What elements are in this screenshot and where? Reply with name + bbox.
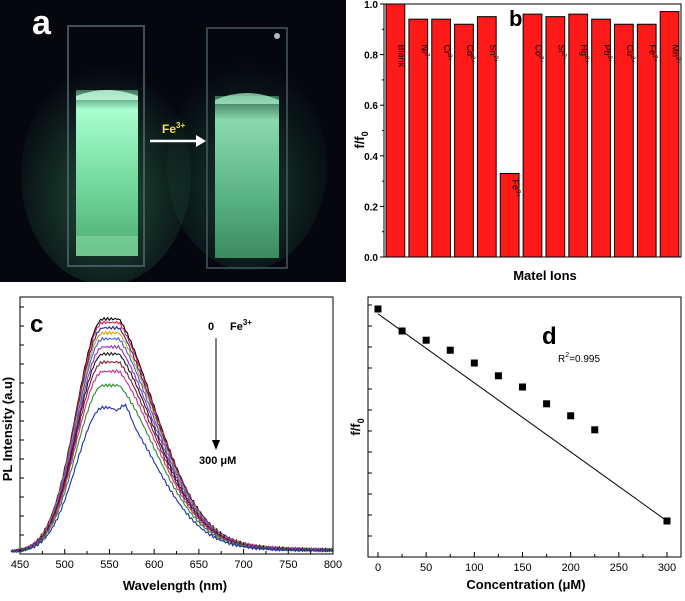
x-tick-label-4: 200 bbox=[561, 562, 579, 574]
y-tick-label-3: 0.6 bbox=[364, 101, 378, 112]
x-tick-label-1: 50 bbox=[420, 562, 432, 574]
spectrum-line-8 bbox=[10, 368, 334, 553]
x-axis-label: Matel Ions bbox=[513, 268, 577, 283]
bar-label-4: Sn2+ bbox=[488, 44, 498, 62]
panel-letter-b: b bbox=[509, 6, 522, 31]
panel-d-scatter: 0 50 100 150 200 250 300 d R2=0.995 Concentrat… bbox=[346, 292, 685, 596]
bar-label-11: Fe2+ bbox=[648, 44, 658, 62]
panel-letter-c: c bbox=[30, 311, 43, 338]
data-point-9 bbox=[591, 426, 599, 434]
y-axis-label: PL Intensity (a.u) bbox=[0, 377, 15, 482]
data-point-10 bbox=[663, 517, 671, 525]
bar-label-7: Sr2+ bbox=[556, 44, 566, 60]
bar-label-0: Blank bbox=[396, 44, 406, 67]
y-tick-label-4: 0.8 bbox=[364, 51, 378, 62]
x-tick-label-4: 650 bbox=[190, 559, 208, 571]
panel-a-photo: Fe3+ a bbox=[0, 0, 346, 285]
data-point-1 bbox=[398, 327, 406, 335]
y-tick-label-1: 0.2 bbox=[364, 202, 378, 213]
y-tick-label-0: 0.0 bbox=[364, 253, 378, 264]
addition-arrow bbox=[150, 135, 206, 147]
concentration-arrow bbox=[212, 338, 220, 450]
bar-label-2: Cr3+ bbox=[442, 44, 452, 61]
plot-area bbox=[374, 305, 671, 525]
chart-b-svg: Blank Ni2+ Cr3+ Cd2+ Sn2+ Fe3+ Co2+ Sr2+ Hg2+ Pb2… bbox=[352, 0, 682, 283]
axes: 0.0 0.2 0.4 0.6 0.8 1.0 bbox=[364, 0, 682, 264]
axes: 450 500 550 600 650 700 750 800 bbox=[11, 296, 342, 571]
spectra-lines bbox=[10, 316, 334, 553]
x-axis-label: Wavelength (nm) bbox=[123, 578, 227, 593]
panel-a-svg: Fe3+ a bbox=[21, 4, 327, 285]
axes: 0 50 100 150 200 250 300 bbox=[367, 296, 682, 574]
bar-label-10: Cu2+ bbox=[625, 44, 635, 63]
x-tick-label-2: 100 bbox=[465, 562, 483, 574]
cuvette-before bbox=[67, 25, 145, 267]
data-point-6 bbox=[519, 383, 526, 391]
y-axis-label: f/f0 bbox=[352, 131, 370, 148]
data-point-3 bbox=[446, 346, 454, 354]
spectrum-line-1 bbox=[10, 320, 334, 553]
chart-d-svg: 0 50 100 150 200 250 300 d R2=0.995 Concentrat… bbox=[348, 296, 682, 592]
plot-frame bbox=[367, 296, 682, 558]
x-tick-label-3: 600 bbox=[145, 559, 163, 571]
concentration-end-label: 300 μM bbox=[199, 455, 236, 467]
bar-0 bbox=[385, 3, 406, 258]
bar-label-8: Hg2+ bbox=[579, 44, 589, 63]
data-point-4 bbox=[470, 359, 478, 367]
bar-label-3: Cd2+ bbox=[465, 44, 475, 63]
concentration-start-label: 0 bbox=[208, 321, 214, 333]
panel-b-bar-chart: Blank Ni2+ Cr3+ Cd2+ Sn2+ Fe3+ Co2+ Sr2+ Hg2+ Pb2… bbox=[346, 0, 685, 292]
data-point-7 bbox=[543, 400, 551, 408]
bar-label-1: Ni2+ bbox=[419, 44, 429, 60]
panel-c-spectra: 450 500 550 600 650 700 750 800 c Wavelength (n… bbox=[0, 292, 346, 596]
x-tick-label-2: 550 bbox=[100, 559, 118, 571]
x-tick-label-1: 500 bbox=[56, 559, 74, 571]
cuvette-after bbox=[206, 27, 288, 269]
spectrum-line-2 bbox=[10, 325, 334, 553]
data-point-0 bbox=[374, 305, 382, 313]
x-tick-label-3: 150 bbox=[513, 562, 531, 574]
bar-label-9: Pb2+ bbox=[602, 44, 612, 62]
bar-group: Blank Ni2+ Cr3+ Cd2+ Sn2+ Fe3+ Co2+ Sr2+ Hg2+ Pb2… bbox=[385, 3, 681, 258]
chart-c-svg: 450 500 550 600 650 700 750 800 c Wavelength (n… bbox=[0, 296, 342, 593]
y-axis-label: f/f0 bbox=[348, 418, 366, 435]
bar-label-5: Fe3+ bbox=[511, 180, 521, 198]
x-tick-label-6: 300 bbox=[658, 562, 676, 574]
data-point-8 bbox=[567, 412, 575, 420]
spectrum-line-5 bbox=[10, 344, 334, 553]
panel-letter-a: a bbox=[32, 4, 52, 42]
y-tick-label-2: 0.4 bbox=[364, 152, 378, 163]
spectrum-line-6 bbox=[11, 351, 334, 553]
spectrum-line-7 bbox=[10, 359, 334, 553]
plot-frame bbox=[19, 296, 334, 555]
x-tick-label-6: 750 bbox=[279, 559, 297, 571]
spectrum-line-10 bbox=[10, 403, 334, 553]
spectrum-line-3 bbox=[10, 330, 334, 553]
y-tick-label-5: 1.0 bbox=[364, 0, 378, 11]
data-point-2 bbox=[422, 336, 430, 344]
bar-label-6: Co2+ bbox=[534, 44, 544, 63]
x-tick-label-7: 800 bbox=[324, 559, 342, 571]
spectrum-line-4 bbox=[10, 336, 334, 553]
fe-label: Fe3+ bbox=[162, 121, 185, 136]
data-point-5 bbox=[494, 372, 502, 380]
x-axis-label: Concentration (μM) bbox=[466, 577, 585, 592]
spectrum-line-0 bbox=[10, 316, 334, 553]
panel-letter-d: d bbox=[542, 323, 557, 350]
fit-line bbox=[377, 313, 668, 522]
x-tick-label-5: 700 bbox=[234, 559, 252, 571]
x-tick-label-0: 0 bbox=[375, 562, 381, 574]
x-tick-label-5: 250 bbox=[610, 562, 628, 574]
fe-ion-label: Fe3+ bbox=[230, 318, 252, 333]
x-tick-label-0: 450 bbox=[11, 559, 29, 571]
bar-label-12: Mn2+ bbox=[671, 44, 681, 64]
r-squared-label: R2=0.995 bbox=[558, 352, 600, 365]
